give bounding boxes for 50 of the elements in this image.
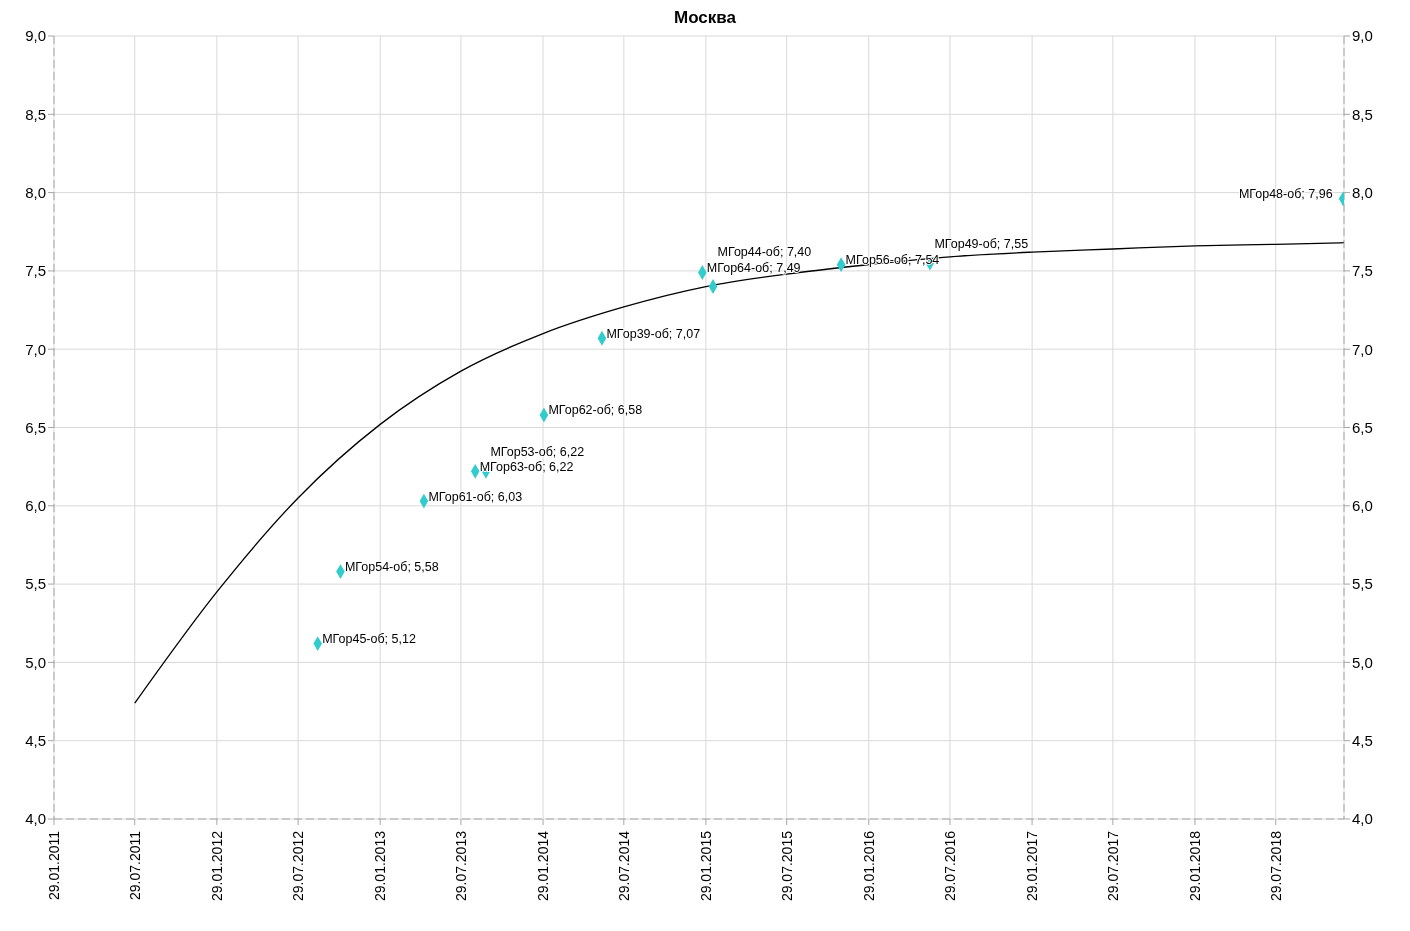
y-tick-label: 8,0 <box>25 183 46 201</box>
data-label: МГор45-об; 5,12 <box>322 632 416 647</box>
x-tick-label: 29.01.2018 <box>1186 830 1203 902</box>
y-tick-label: 6,5 <box>25 418 46 436</box>
data-label: МГор48-об; 7,96 <box>1238 187 1333 202</box>
x-tick-label: 29.07.2017 <box>1104 830 1121 902</box>
x-tick-label: 29.07.2013 <box>452 830 469 902</box>
y2-tick-label: 4,0 <box>1352 810 1373 828</box>
x-tick-label: 29.07.2012 <box>290 830 307 902</box>
y2-tick-label: 8,0 <box>1352 183 1373 201</box>
y-tick-label: 5,0 <box>25 653 46 671</box>
y-tick-label: 7,0 <box>25 340 46 358</box>
data-label: МГор62-об; 6,58 <box>548 403 643 418</box>
x-tick-label: 29.07.2018 <box>1267 830 1284 902</box>
x-tick-label: 29.07.2011 <box>126 830 143 901</box>
data-label: МГор53-об; 6,22 <box>490 444 585 459</box>
x-tick-label: 29.01.2016 <box>860 830 877 902</box>
y2-tick-label: 5,5 <box>1352 575 1373 593</box>
y2-tick-label: 4,5 <box>1352 732 1373 750</box>
y-tick-label: 4,0 <box>25 810 46 828</box>
y2-tick-label: 5,0 <box>1352 653 1373 671</box>
y2-tick-label: 7,0 <box>1352 340 1373 358</box>
y-tick-label: 5,5 <box>25 575 46 593</box>
x-tick-label: 29.01.2015 <box>697 830 714 902</box>
y2-tick-label: 6,5 <box>1352 418 1373 436</box>
data-label: МГор63-об; 6,22 <box>479 459 574 474</box>
data-label: МГор64-об; 7,49 <box>706 260 801 275</box>
y-tick-label: 7,5 <box>25 262 46 280</box>
x-tick-label: 29.01.2013 <box>372 830 389 902</box>
x-tick-label: 29.01.2012 <box>208 830 225 902</box>
y2-tick-label: 7,5 <box>1352 262 1373 280</box>
y2-tick-label: 6,0 <box>1352 497 1373 515</box>
x-tick-label: 29.07.2016 <box>941 830 958 902</box>
y2-tick-label: 8,5 <box>1352 105 1373 123</box>
x-tick-label: 29.01.2014 <box>534 830 551 902</box>
data-label: МГор44-об; 7,40 <box>717 245 812 260</box>
y-tick-label: 4,5 <box>25 732 46 750</box>
x-tick-label: 29.07.2014 <box>615 830 632 902</box>
data-label: МГор39-об; 7,07 <box>606 326 701 341</box>
y2-tick-label: 9,0 <box>1352 27 1373 45</box>
x-tick-label: 29.01.2017 <box>1024 830 1041 902</box>
data-label: МГор61-об; 6,03 <box>428 489 523 504</box>
x-tick-label: 29.01.2011 <box>45 830 62 901</box>
data-label: МГор54-об; 5,58 <box>344 560 439 575</box>
x-tick-label: 29.07.2015 <box>778 830 795 902</box>
chart-title: Москва <box>673 8 737 28</box>
y-tick-label: 8,5 <box>25 105 46 123</box>
y-tick-label: 6,0 <box>25 497 46 515</box>
y-tick-label: 9,0 <box>25 27 46 45</box>
data-label: МГор49-об; 7,55 <box>934 236 1029 251</box>
